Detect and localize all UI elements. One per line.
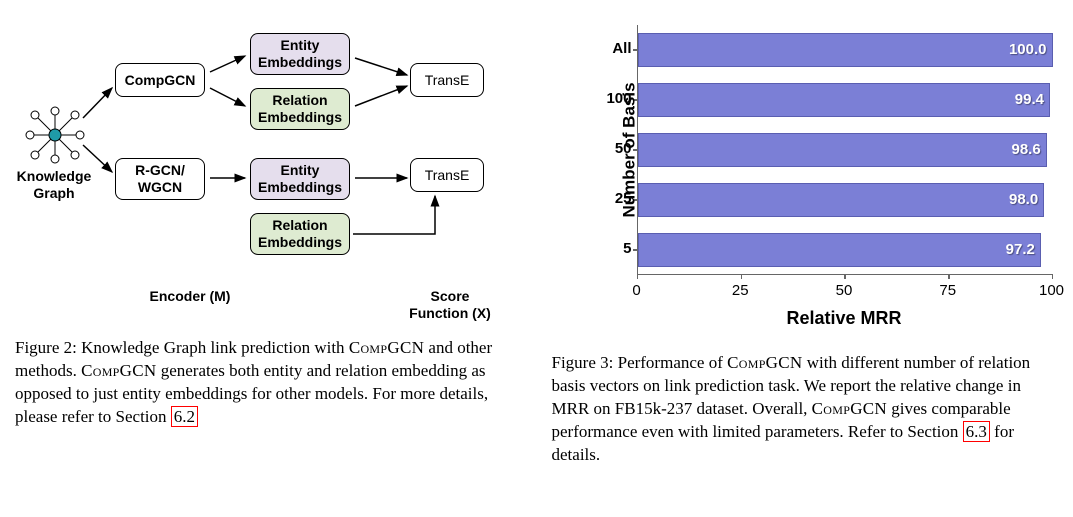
chart-plot-area: 100.0 99.4 98.6 98.0 97.2 (637, 25, 1052, 275)
caption-text: Knowledge Graph link prediction with (77, 338, 349, 357)
x-tick-label: 75 (933, 282, 963, 299)
bar-value-label: 97.2 (991, 241, 1035, 258)
bar (638, 233, 1041, 267)
section-6-2-link[interactable]: 6.2 (171, 406, 198, 427)
compgcn-ref: CompGCN (727, 353, 802, 372)
y-tick-label: All (597, 40, 632, 57)
caption-prefix: Figure 2: (15, 338, 77, 357)
chart-x-label: Relative MRR (637, 308, 1052, 329)
y-tick-label: 50 (597, 140, 632, 157)
figure-3-panel: 100.099.498.698.097.2 Number of Basis Re… (537, 0, 1073, 517)
score-function-label: ScoreFunction (X) (395, 288, 505, 322)
bar (638, 83, 1051, 117)
x-tick-mark (844, 274, 846, 279)
bar-value-label: 98.0 (994, 191, 1038, 208)
x-tick-mark (741, 274, 743, 279)
bar-value-label: 100.0 (1003, 41, 1047, 58)
bar-value-label: 99.4 (1000, 91, 1044, 108)
x-tick-label: 100 (1037, 282, 1067, 299)
x-tick-label: 0 (622, 282, 652, 299)
bar-value-label: 98.6 (997, 141, 1041, 158)
compgcn-ref: CompGCN (349, 338, 424, 357)
figure-2-panel: KnowledgeGraph CompGCN R-GCN/WGCN Entity… (0, 0, 537, 517)
figure-3-caption: Figure 3: Performance of CompGCN with di… (552, 352, 1059, 467)
figure-2-caption: Figure 2: Knowledge Graph link predictio… (15, 337, 522, 429)
figure-pair: KnowledgeGraph CompGCN R-GCN/WGCN Entity… (0, 0, 1073, 517)
y-tick-label: 100 (597, 90, 632, 107)
bar (638, 183, 1045, 217)
x-tick-mark (637, 274, 639, 279)
y-tick-label: 25 (597, 190, 632, 207)
caption-text: Performance of (613, 353, 727, 372)
x-tick-mark (948, 274, 950, 279)
caption-prefix: Figure 3: (552, 353, 614, 372)
x-tick-label: 50 (829, 282, 859, 299)
relative-mrr-bar-chart: 100.099.498.698.097.2 Number of Basis Re… (552, 10, 1062, 340)
y-tick-label: 5 (597, 240, 632, 257)
figure-2-diagram-area: KnowledgeGraph CompGCN R-GCN/WGCN Entity… (15, 10, 522, 325)
compgcn-ref: CompGCN (81, 361, 156, 380)
x-tick-mark (1052, 274, 1054, 279)
section-6-3-link[interactable]: 6.3 (963, 421, 990, 442)
figure-3-chart-area: 100.099.498.698.097.2 Number of Basis Re… (552, 10, 1059, 340)
encoder-label: Encoder (M) (135, 288, 245, 305)
x-tick-label: 25 (725, 282, 755, 299)
bar (638, 33, 1053, 67)
pipeline-diagram: KnowledgeGraph CompGCN R-GCN/WGCN Entity… (15, 10, 535, 325)
compgcn-ref: CompGCN (812, 399, 887, 418)
bar (638, 133, 1047, 167)
diagram-arrows (15, 10, 535, 325)
